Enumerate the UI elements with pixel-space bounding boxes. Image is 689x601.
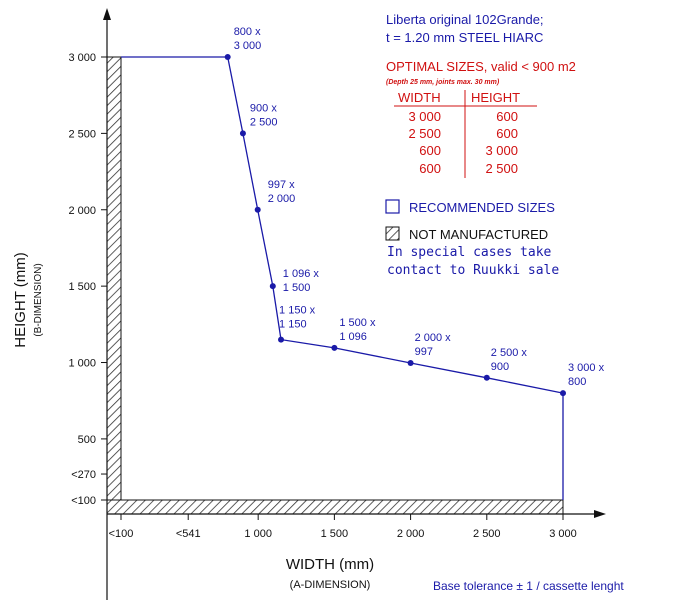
y-tick-label: 2 000 — [68, 205, 96, 217]
optimal-sizes-title: OPTIMAL SIZES, valid < 900 m2 — [386, 59, 576, 74]
point-label-height: 2 500 — [250, 116, 278, 128]
point-label-width: 2 500 x — [491, 347, 528, 359]
product-title-line1: Liberta original 102Grande; — [386, 12, 544, 27]
point-label-height: 900 — [491, 361, 509, 373]
data-point — [239, 130, 246, 137]
table-cell-h3: 3 000 — [485, 143, 518, 158]
table-cell-h2: 600 — [496, 126, 518, 141]
y-axis-label: HEIGHT (mm) — [12, 252, 29, 348]
point-label-width: 1 096 x — [283, 268, 320, 280]
x-axis-arrow — [594, 510, 606, 518]
table-cell-w2: 2 500 — [408, 126, 441, 141]
data-point — [331, 344, 338, 351]
y-tick-label: 1 500 — [68, 281, 96, 293]
legend-recommended-label: RECOMMENDED SIZES — [409, 200, 555, 215]
table-cell-h4: 2 500 — [485, 161, 518, 176]
point-label-width: 900 x — [250, 102, 277, 114]
x-axis-label: WIDTH (mm) — [286, 556, 374, 573]
tolerance-note: Base tolerance ± 1 / cassette lenght — [433, 579, 624, 593]
table-header-height: HEIGHT — [471, 90, 520, 105]
x-tick-label: 1 500 — [321, 528, 349, 540]
point-label-height: 1 150 — [279, 319, 307, 331]
optimal-sizes-note: (Depth 25 mm, joints max. 30 mm) — [386, 79, 500, 86]
point-label-width: 3 000 x — [568, 362, 605, 374]
not-manufactured-zone-bottom — [106, 499, 564, 515]
x-tick-label: <541 — [176, 528, 201, 540]
data-point — [224, 54, 231, 60]
data-point — [269, 283, 276, 290]
point-label-height: 3 000 — [234, 40, 262, 52]
table-cell-w1: 3 000 — [408, 109, 441, 124]
y-axis-sublabel: (B-DIMENSION) — [33, 263, 44, 336]
y-axis-arrow — [103, 8, 111, 20]
point-label-height: 997 — [415, 346, 433, 358]
product-title-line2: t = 1.20 mm STEEL HIARC — [386, 30, 543, 45]
y-tick-label: 3 000 — [68, 52, 96, 64]
y-tick-label: 1 000 — [68, 358, 96, 370]
data-point — [407, 359, 414, 366]
point-label-height: 2 000 — [268, 193, 296, 205]
data-point — [483, 374, 490, 381]
y-tick-label: <270 — [71, 469, 96, 481]
special-cases-line1: In special cases take — [387, 245, 552, 260]
point-label-width: 800 x — [234, 26, 261, 38]
point-label-width: 2 000 x — [415, 332, 452, 344]
point-label-width: 1 150 x — [279, 305, 316, 317]
x-tick-label: 2 500 — [473, 528, 501, 540]
special-cases-line2: contact to Ruukki sale — [387, 263, 559, 278]
data-point — [560, 390, 566, 397]
table-cell-w3: 600 — [419, 143, 441, 158]
x-tick-label: 3 000 — [549, 528, 577, 540]
point-label-height: 800 — [568, 376, 586, 388]
point-label-height: 1 500 — [283, 282, 311, 294]
table-cell-h1: 600 — [496, 109, 518, 124]
legend-not-manufactured-swatch — [385, 226, 400, 241]
table-header-width: WIDTH — [398, 90, 441, 105]
y-tick-label: 2 500 — [68, 128, 96, 140]
x-tick-label: 2 000 — [397, 528, 425, 540]
legend-not-manufactured-label: NOT MANUFACTURED — [409, 227, 548, 242]
not-manufactured-zone-left — [106, 56, 122, 501]
x-tick-label: 1 000 — [244, 528, 272, 540]
table-cell-w4: 600 — [419, 161, 441, 176]
point-label-width: 997 x — [268, 179, 295, 191]
y-tick-label: 500 — [78, 434, 96, 446]
y-tick-label: <100 — [71, 495, 96, 507]
legend-recommended-swatch — [385, 199, 400, 214]
data-point — [254, 206, 261, 213]
point-label-height: 1 096 — [339, 331, 367, 343]
data-point — [278, 336, 285, 343]
x-axis-sublabel: (A-DIMENSION) — [290, 579, 371, 591]
point-label-width: 1 500 x — [339, 317, 376, 329]
x-tick-label: <100 — [109, 528, 134, 540]
